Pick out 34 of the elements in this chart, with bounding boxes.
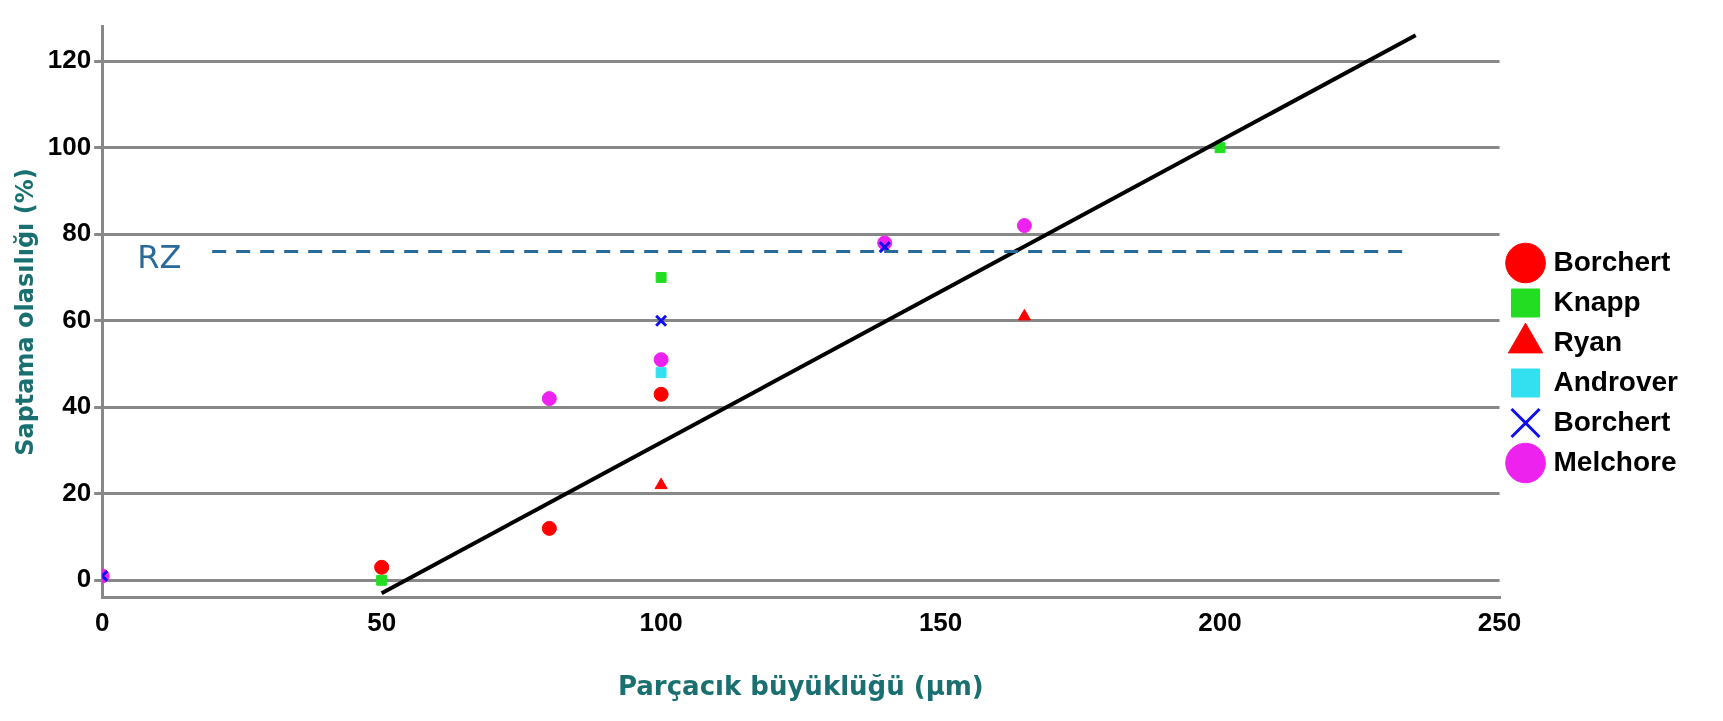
point bbox=[1016, 218, 1032, 234]
y-axis-title: Saptama olasılığı (%) bbox=[10, 168, 39, 456]
legend-label: Ryan bbox=[1553, 325, 1622, 357]
point bbox=[655, 367, 667, 379]
x-tick-label: 150 bbox=[918, 607, 963, 638]
point bbox=[374, 559, 390, 575]
x-tick-label: 200 bbox=[1198, 607, 1242, 638]
point bbox=[1017, 308, 1031, 321]
x-tick-label: 50 bbox=[367, 607, 397, 638]
point bbox=[1214, 142, 1226, 154]
y-tick-label: 80 bbox=[62, 217, 92, 248]
point bbox=[654, 477, 668, 490]
legend-label: Melchore bbox=[1553, 445, 1677, 477]
y-tick-label: 0 bbox=[76, 563, 92, 594]
point bbox=[655, 272, 667, 283]
x-axis-title: Parçacık büyüklüğü (µm) bbox=[617, 671, 984, 702]
x-tick-label: 100 bbox=[639, 607, 683, 638]
legend-label: Borchert bbox=[1553, 245, 1671, 277]
y-tick-label: 100 bbox=[47, 130, 92, 161]
point bbox=[653, 386, 669, 402]
y-tick-label: 20 bbox=[62, 476, 92, 507]
legend-label: Knapp bbox=[1553, 285, 1641, 317]
y-tick-label: 40 bbox=[62, 390, 92, 421]
y-tick-label: 60 bbox=[62, 303, 92, 334]
legend-label: Borchert bbox=[1553, 405, 1671, 437]
legend-label: Androver bbox=[1553, 365, 1679, 397]
x-tick-label: 250 bbox=[1477, 607, 1522, 638]
point bbox=[376, 574, 388, 586]
point bbox=[541, 520, 557, 536]
ref-line-label: RZ bbox=[137, 237, 182, 276]
point bbox=[654, 314, 668, 328]
point bbox=[653, 352, 669, 368]
point bbox=[541, 391, 557, 407]
y-tick-label: 120 bbox=[47, 44, 92, 75]
